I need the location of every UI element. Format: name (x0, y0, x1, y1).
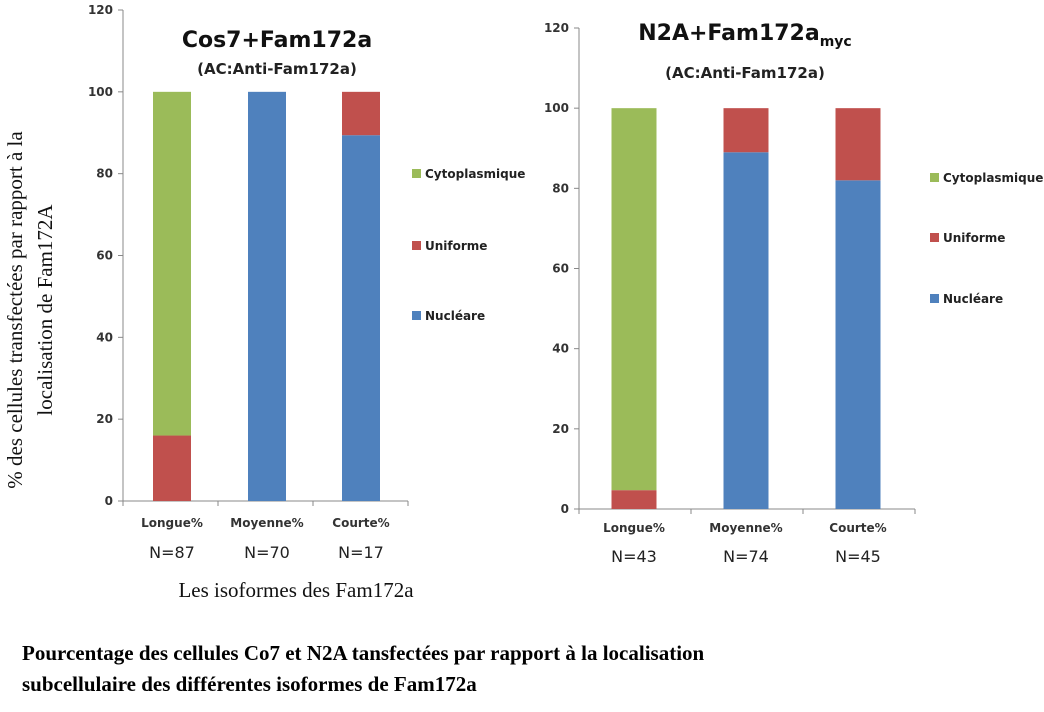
n-label: N=17 (338, 543, 384, 562)
legend-label: Cytoplasmique (425, 167, 525, 181)
caption-line-1: Pourcentage des cellules Co7 et N2A tans… (22, 641, 705, 665)
bar-longue-uniforme (611, 490, 657, 509)
legend-label: Cytoplasmique (943, 171, 1043, 185)
legend-swatch (930, 294, 939, 303)
legend-swatch (412, 241, 421, 250)
y-tick-label: 120 (544, 21, 569, 35)
y-axis-title: % des cellules transfectées par rapport … (3, 131, 27, 489)
legend-label: Nucléare (943, 292, 1003, 306)
legend-label: Nucléare (425, 309, 485, 323)
y-tick-label: 120 (88, 3, 113, 17)
n-label: N=87 (149, 543, 195, 562)
bar-courte-uniforme (342, 91, 380, 136)
figure-caption: Pourcentage des cellules Co7 et N2A tans… (22, 638, 704, 700)
y-tick-label: 80 (552, 181, 569, 195)
category-label: Courte% (332, 516, 389, 530)
chart-subtitle: (AC:Anti-Fam172a) (665, 64, 825, 82)
n-label: N=43 (611, 547, 657, 566)
y-tick-label: 60 (552, 262, 569, 276)
y-tick-label: 0 (105, 494, 113, 508)
y-tick-label: 80 (96, 167, 113, 181)
bar-moyenne-nucleare (248, 91, 286, 501)
y-tick-label: 100 (544, 101, 569, 115)
chart-2: 0 20 40 60 80 100 120 Longue% N=43 Moyenne% N=74 Co… (544, 21, 1044, 566)
y-tick-label: 0 (561, 502, 569, 516)
category-label: Moyenne% (709, 521, 782, 535)
bar-courte-nucleare (835, 180, 881, 510)
x-axis-title: Les isoformes des Fam172a (178, 578, 414, 602)
chart-title: N2A+Fam172amyc (638, 21, 851, 50)
n-label: N=45 (835, 547, 881, 566)
legend-label: Uniforme (425, 239, 487, 253)
legend-label: Uniforme (943, 231, 1005, 245)
n-label: N=70 (244, 543, 290, 562)
chart-title: Cos7+Fam172a (182, 28, 372, 53)
y-tick-label: 60 (96, 249, 113, 263)
bar-longue-uniforme (153, 435, 191, 501)
category-label: Courte% (829, 521, 886, 535)
bar-moyenne-uniforme (723, 108, 769, 153)
y-tick-label: 20 (96, 412, 113, 426)
legend-swatch (930, 173, 939, 182)
y-axis-title: localisation de Fam172A (33, 204, 57, 416)
y-tick-label: 100 (88, 85, 113, 99)
caption-line-2: subcellulaire des différentes isoformes … (22, 672, 477, 696)
bar-moyenne-nucleare (723, 152, 769, 509)
chart-subtitle: (AC:Anti-Fam172a) (197, 60, 357, 78)
legend-swatch (412, 169, 421, 178)
legend-swatch (930, 233, 939, 242)
bar-courte-nucleare (342, 135, 380, 501)
bar-longue-cytoplasmique (611, 108, 657, 491)
bar-courte-uniforme (835, 108, 881, 181)
y-tick-label: 40 (96, 330, 113, 344)
legend-swatch (412, 311, 421, 320)
bar-longue-cytoplasmique (153, 91, 191, 436)
y-tick-label: 20 (552, 422, 569, 436)
category-label: Moyenne% (230, 516, 303, 530)
category-label: Longue% (141, 516, 203, 530)
chart-1: 0 20 40 60 80 100 120 Longue% N=87 Moyenne% N=70 Co… (3, 3, 525, 602)
n-label: N=74 (723, 547, 769, 566)
category-label: Longue% (603, 521, 665, 535)
y-tick-label: 40 (552, 342, 569, 356)
